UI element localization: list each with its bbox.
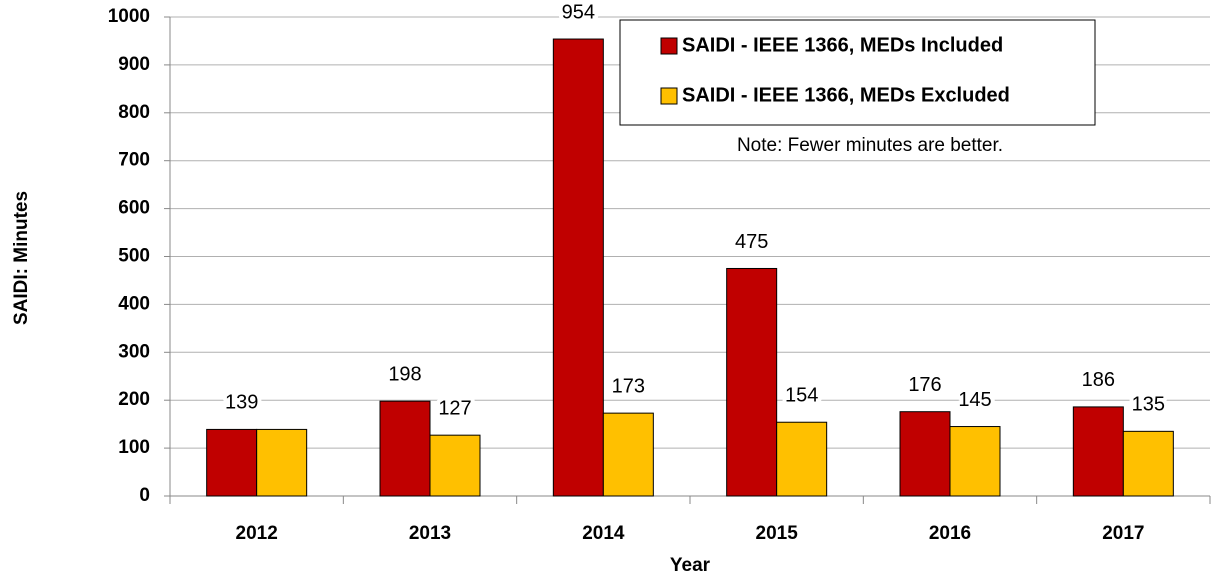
data-label: 954: [562, 1, 595, 23]
data-label: 127: [438, 397, 471, 419]
y-tick-label: 500: [118, 246, 150, 267]
data-label: 475: [735, 231, 768, 253]
data-label: 198: [388, 363, 421, 385]
bar: [602, 412, 654, 497]
y-tick-label: 800: [118, 102, 150, 123]
bar: [1122, 430, 1174, 497]
y-tick-label: 1000: [108, 6, 150, 27]
bar: [949, 426, 1001, 497]
y-tick-label: 600: [118, 198, 150, 219]
bar: [256, 428, 308, 497]
bar: [206, 428, 258, 497]
y-tick-label: 900: [118, 54, 150, 75]
legend-label: SAIDI - IEEE 1366, MEDs Excluded: [682, 84, 1010, 106]
bar: [379, 400, 431, 497]
data-label: 139: [225, 392, 258, 414]
bar: [726, 267, 778, 497]
legend-label: SAIDI - IEEE 1366, MEDs Included: [682, 34, 1003, 56]
bar: [1072, 406, 1124, 497]
data-label: 154: [785, 385, 818, 407]
y-tick-label: 100: [118, 437, 150, 458]
legend-swatch: [660, 37, 678, 55]
note: Note: Fewer minutes are better.: [737, 135, 1003, 156]
x-tick-label: 2014: [582, 523, 625, 544]
data-label: 145: [958, 389, 991, 411]
y-tick-label: 700: [118, 150, 150, 171]
x-tick-label: 2013: [409, 523, 451, 544]
data-label: 176: [908, 374, 941, 396]
x-tick-label: 2016: [929, 523, 971, 544]
legend-box: [619, 19, 1096, 126]
data-label: 173: [612, 375, 645, 397]
x-tick-label: 2015: [756, 523, 799, 544]
bar: [429, 434, 481, 497]
x-tick-label: 2012: [236, 523, 278, 544]
legend-swatch: [660, 87, 678, 105]
y-tick-label: 400: [118, 293, 150, 314]
x-tick-label: 2017: [1102, 523, 1144, 544]
y-tick-label: 200: [118, 389, 150, 410]
y-axis-label: SAIDI: Minutes: [11, 191, 32, 325]
bar: [899, 411, 951, 497]
x-axis-label: Year: [670, 555, 711, 576]
data-label: 186: [1082, 369, 1115, 391]
y-tick-label: 300: [118, 341, 150, 362]
bar: [776, 421, 828, 497]
data-label: 135: [1132, 394, 1165, 416]
bar: [552, 38, 604, 497]
y-tick-label: 0: [139, 485, 150, 506]
